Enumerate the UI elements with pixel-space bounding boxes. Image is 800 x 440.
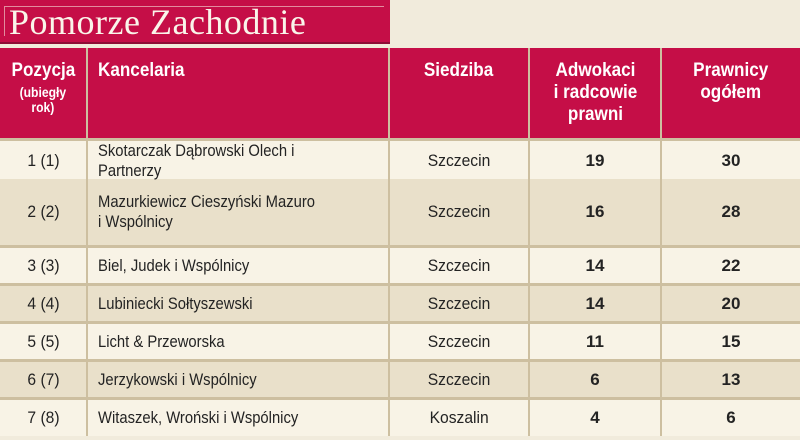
cell-position: 7 (8): [0, 400, 86, 436]
cell-advocates: 14: [530, 248, 660, 283]
column-header-position-sublabel: (ubiegły rok): [19, 85, 67, 115]
table-header-row: Pozycja (ubiegły rok) Kancelaria Siedzib…: [0, 48, 800, 138]
cell-city: Szczecin: [390, 286, 528, 321]
column-header-total-lawyers-label: Prawnicy ogółem: [693, 60, 769, 103]
table-row: 7 (8) Witaszek, Wroński i Wspólnicy Kosz…: [0, 400, 800, 436]
column-header-total-lawyers: Prawnicy ogółem: [662, 48, 800, 138]
cell-city: Szczecin: [390, 362, 528, 397]
column-header-firm-label: Kancelaria: [98, 60, 185, 81]
law-firm-ranking-table: Pozycja (ubiegły rok) Kancelaria Siedzib…: [0, 48, 800, 436]
cell-total: 13: [662, 362, 800, 397]
page-title: Pomorze Zachodnie: [9, 2, 307, 42]
column-header-advocates: Adwokaci i radcowie prawni: [530, 48, 660, 138]
cell-city: Koszalin: [390, 400, 528, 436]
column-header-city: Siedziba: [390, 48, 528, 138]
cell-firm: Jerzykowski i Wspólnicy: [88, 362, 388, 397]
cell-advocates: 14: [530, 286, 660, 321]
column-header-firm: Kancelaria: [88, 48, 388, 138]
cell-total: 6: [662, 400, 800, 436]
cell-position: 4 (4): [0, 286, 86, 321]
cell-city: Szczecin: [390, 141, 528, 181]
table-row: 6 (7) Jerzykowski i Wspólnicy Szczecin 6…: [0, 362, 800, 397]
cell-advocates: 19: [530, 141, 660, 181]
cell-advocates: 6: [530, 362, 660, 397]
table-row: 3 (3) Biel, Judek i Wspólnicy Szczecin 1…: [0, 248, 800, 283]
cell-position: 2 (2): [0, 179, 86, 245]
cell-advocates: 11: [530, 324, 660, 359]
cell-firm: Lubiniecki Sołtyszewski: [88, 286, 388, 321]
cell-city: Szczecin: [390, 179, 528, 245]
cell-firm: Licht & Przeworska: [88, 324, 388, 359]
cell-city: Szczecin: [390, 324, 528, 359]
cell-total: 20: [662, 286, 800, 321]
cell-total: 30: [662, 141, 800, 181]
cell-total: 15: [662, 324, 800, 359]
cell-firm: Witaszek, Wroński i Wspólnicy: [88, 400, 388, 436]
cell-total: 22: [662, 248, 800, 283]
cell-position: 6 (7): [0, 362, 86, 397]
cell-advocates: 4: [530, 400, 660, 436]
cell-firm: Mazurkiewicz Cieszyński Mazuro i Wspólni…: [88, 179, 388, 245]
table-row: 2 (2) Mazurkiewicz Cieszyński Mazuro i W…: [0, 179, 800, 245]
table-row: 4 (4) Lubiniecki Sołtyszewski Szczecin 1…: [0, 286, 800, 321]
cell-position: 3 (3): [0, 248, 86, 283]
cell-position: 1 (1): [0, 141, 86, 181]
cell-position: 5 (5): [0, 324, 86, 359]
cell-firm: Biel, Judek i Wspólnicy: [88, 248, 388, 283]
cell-total: 28: [662, 179, 800, 245]
cell-city: Szczecin: [390, 248, 528, 283]
region-title-bar: Pomorze Zachodnie: [0, 0, 390, 44]
column-header-advocates-label: Adwokaci i radcowie prawni: [553, 60, 637, 125]
table-row: 1 (1) Skotarczak Dąbrowski Olech i Partn…: [0, 141, 800, 181]
cell-advocates: 16: [530, 179, 660, 245]
column-header-position: Pozycja (ubiegły rok): [0, 48, 86, 138]
column-header-position-label: Pozycja: [11, 60, 75, 81]
cell-firm: Skotarczak Dąbrowski Olech i Partnerzy: [88, 141, 388, 181]
column-header-city-label: Siedziba: [424, 60, 494, 81]
table-row: 5 (5) Licht & Przeworska Szczecin 11 15: [0, 324, 800, 359]
